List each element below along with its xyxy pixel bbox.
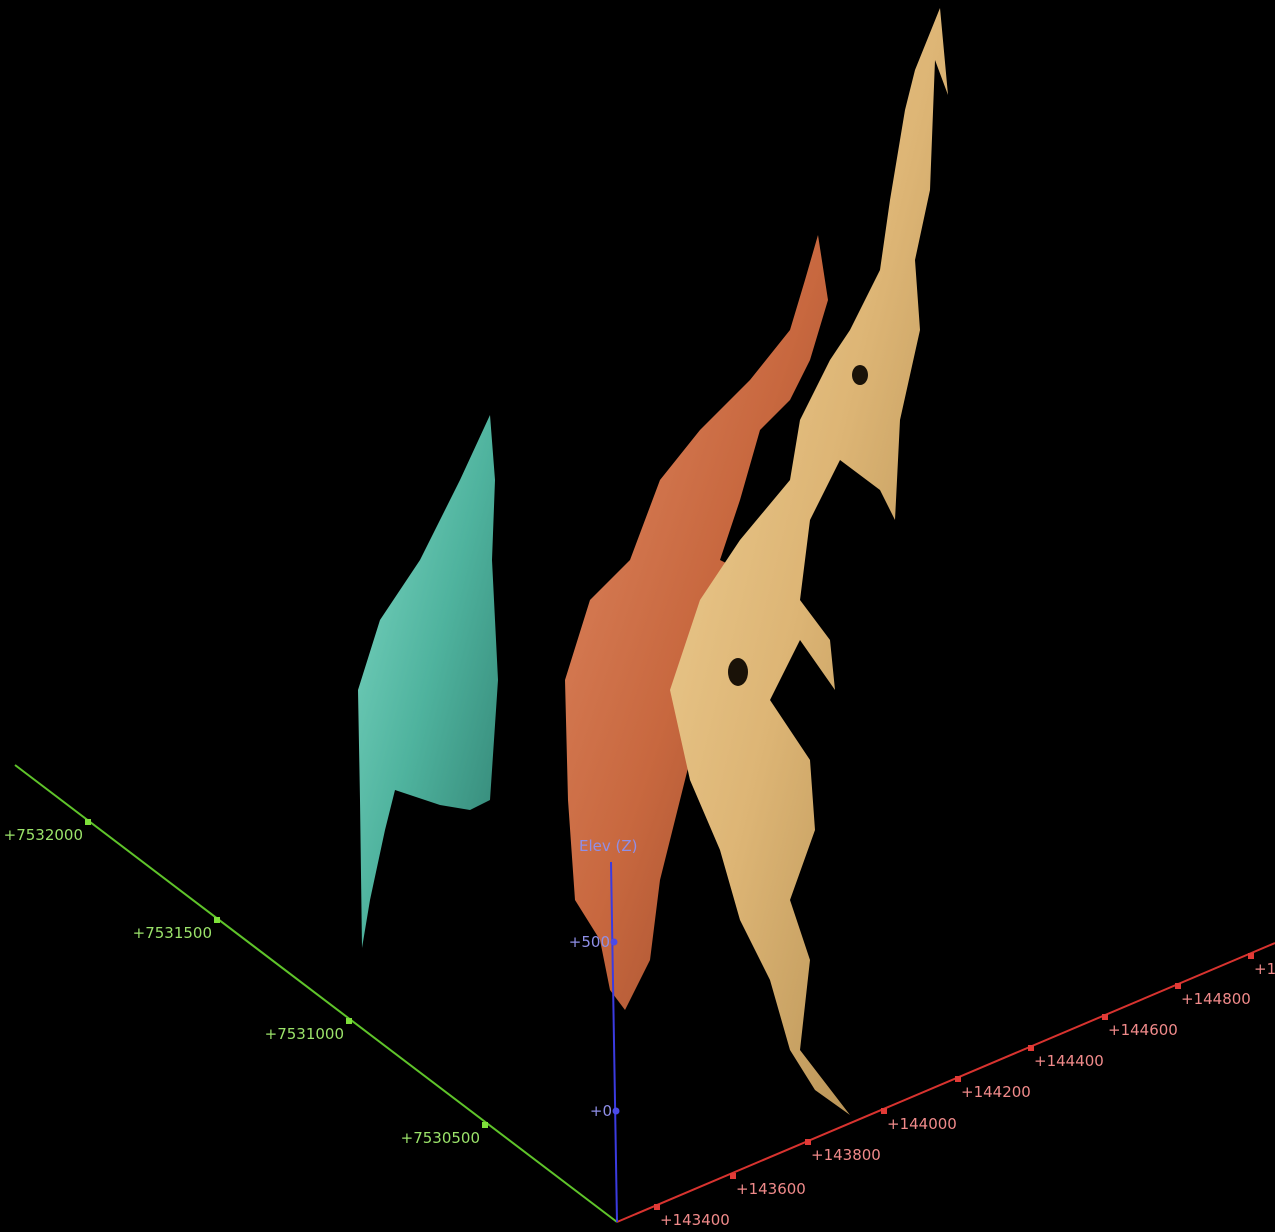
east-tick [1028,1045,1034,1051]
east-tick [881,1108,887,1114]
east-tick [730,1173,736,1179]
elevation-tick-label: +500 [569,933,610,951]
east-tick-label: +144800 [1181,990,1251,1008]
north-axis [14,764,618,1223]
east-tick-label: +144600 [1108,1021,1178,1039]
east-tick-label: +143600 [736,1180,806,1198]
east-tick-label: +143800 [811,1146,881,1164]
north-tick [214,917,220,923]
east-tick [1248,953,1254,959]
north-tick [482,1122,488,1128]
tan-hole [728,658,748,686]
east-tick-label: +144400 [1034,1052,1104,1070]
north-tick [85,819,91,825]
east-tick [1175,983,1181,989]
east-tick [654,1204,660,1210]
east-tick [805,1139,811,1145]
teal-body [358,415,498,948]
axis-labels: Elev (Z) [579,837,638,855]
north-tick-label: +7532000 [4,826,83,844]
tan-body [670,8,948,1115]
east-tick [1102,1014,1108,1020]
east-tick-label: +144200 [961,1083,1031,1101]
elevation-tick-label: +0 [590,1102,612,1120]
east-tick-label: +144000 [887,1115,957,1133]
elevation-tick [610,938,618,946]
tan-hole [852,365,868,385]
elevation-axis [610,861,618,1223]
east-tick [955,1076,961,1082]
east-tick-label: +143400 [660,1211,730,1229]
elevation-tick [612,1107,620,1115]
north-tick-label: +7531000 [265,1025,344,1043]
north-tick-label: +7531500 [133,924,212,942]
elevation-axis-label: Elev (Z) [579,837,638,855]
east-axis [616,942,1275,1223]
north-tick [346,1018,352,1024]
east-tick-label: +145000 [1254,960,1275,978]
north-tick-label: +7530500 [401,1129,480,1147]
